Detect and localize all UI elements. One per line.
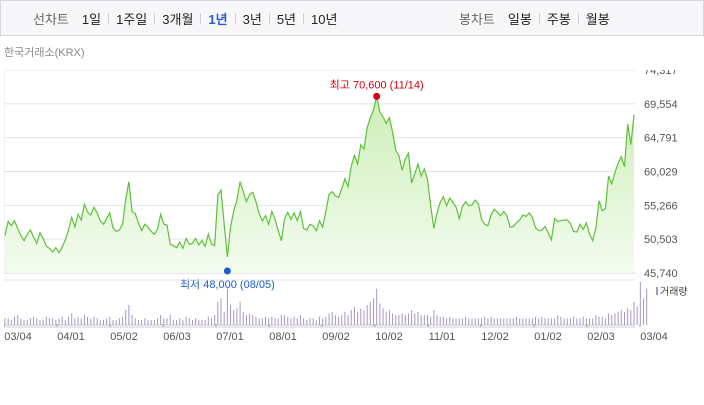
y-tick-label: 64,791 — [644, 133, 678, 145]
x-tick-label: 07/01 — [216, 331, 244, 343]
period-tab-5y[interactable]: 5년 — [276, 11, 297, 27]
divider — [268, 12, 270, 24]
x-tick-label: 12/02 — [481, 331, 509, 343]
price-line — [4, 96, 635, 258]
x-tick-label: 05/02 — [110, 331, 138, 343]
stock-chart: 74,317 69,554 64,791 60,029 55,266 50,503 45,7… — [3, 65, 700, 349]
x-tick-label: 01/02 — [534, 331, 562, 343]
low-marker — [223, 267, 231, 275]
period-tab-3m[interactable]: 3개월 — [162, 11, 194, 27]
period-tab-1w[interactable]: 1주일 — [116, 11, 148, 27]
candle-tab-weekly[interactable]: 주봉 — [546, 11, 571, 27]
period-tab-3y[interactable]: 3년 — [242, 11, 262, 27]
divider — [303, 12, 305, 24]
high-annotation: 최고 70,600 (11/14) — [330, 78, 424, 91]
divider — [538, 12, 540, 24]
x-tick-label: 03/04 — [4, 331, 32, 343]
candle-chart-label: 봉차트 — [459, 11, 495, 27]
y-tick-label: 74,317 — [644, 70, 678, 77]
y-tick-label: 45,740 — [644, 268, 678, 280]
price-area — [5, 96, 634, 274]
y-tick-label: 60,029 — [644, 167, 678, 179]
candle-tab-daily[interactable]: 일봉 — [507, 11, 532, 27]
stock-chart-svg: 74,317 69,554 64,791 60,029 55,266 50,503 45,7… — [3, 65, 688, 343]
x-tick-label: 02/03 — [587, 331, 615, 343]
period-tab-10y[interactable]: 10년 — [311, 11, 338, 27]
period-tab-1d[interactable]: 1일 — [81, 11, 102, 27]
x-tick-label: 04/01 — [57, 331, 85, 343]
volume-legend-swatch — [656, 287, 658, 295]
divider — [200, 12, 202, 24]
x-tick-label: 03/04 — [640, 331, 668, 343]
high-marker — [373, 92, 381, 100]
divider — [108, 12, 110, 24]
market-label: 한국거래소(KRX) — [4, 47, 85, 59]
y-tick-label: 69,554 — [644, 99, 678, 111]
x-tick-label: 09/02 — [322, 331, 350, 343]
low-annotation: 최저 48,000 (08/05) — [180, 278, 275, 291]
chart-toolbar: 선차트 1일 1주일 3개월 1년 3년 5년 10년 봉차트 일봉 주봉 월봉 — [0, 0, 704, 36]
y-tick-label: 55,266 — [644, 200, 678, 212]
divider — [154, 12, 156, 24]
divider — [234, 12, 236, 24]
line-chart-group: 선차트 1일 1주일 3개월 1년 3년 5년 10년 — [33, 1, 337, 35]
x-tick-label: 11/01 — [429, 331, 456, 343]
line-chart-label: 선차트 — [33, 11, 69, 27]
candle-tab-monthly[interactable]: 월봉 — [585, 11, 610, 27]
x-tick-label: 06/03 — [163, 331, 191, 343]
y-tick-label: 50,503 — [644, 234, 678, 246]
x-tick-label: 10/02 — [375, 331, 403, 343]
divider — [577, 12, 579, 24]
x-tick-label: 08/01 — [269, 331, 297, 343]
volume-legend-label: 거래량 — [660, 286, 688, 298]
period-tab-1y[interactable]: 1년 — [208, 11, 228, 27]
candle-chart-group: 봉차트 일봉 주봉 월봉 — [459, 1, 610, 35]
